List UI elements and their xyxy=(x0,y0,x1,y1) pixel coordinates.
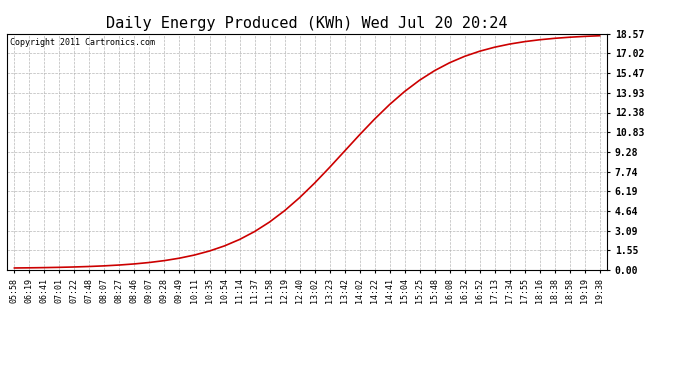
Text: Copyright 2011 Cartronics.com: Copyright 2011 Cartronics.com xyxy=(10,39,155,48)
Title: Daily Energy Produced (KWh) Wed Jul 20 20:24: Daily Energy Produced (KWh) Wed Jul 20 2… xyxy=(106,16,508,31)
